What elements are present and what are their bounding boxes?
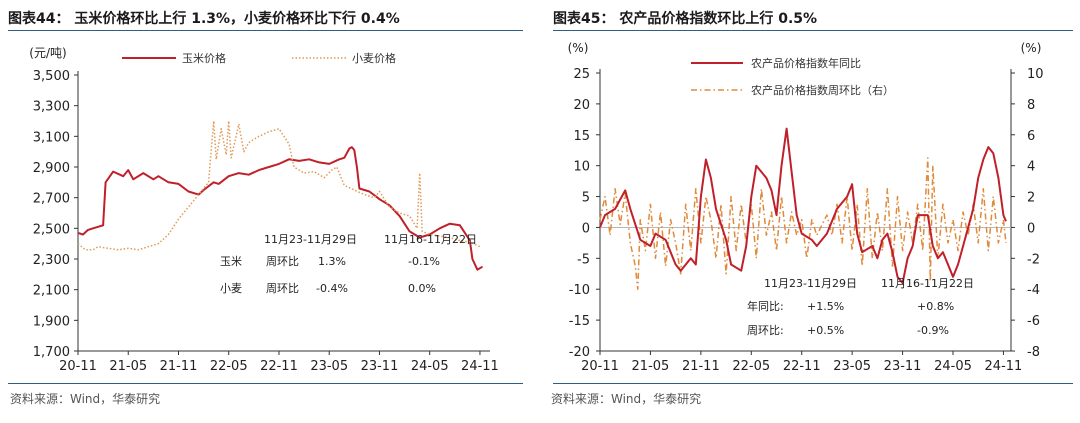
left-x-tick-label: 20-11 — [59, 359, 97, 374]
left-y-tick-label: 1,900 — [33, 314, 70, 329]
right-right-y-tick-label: 0 — [1027, 221, 1035, 236]
right-right-y-unit-label: (%) — [1021, 41, 1042, 55]
left-x-tick-label: 24-05 — [411, 359, 449, 374]
left-row-wheat-a: -0.4% — [316, 282, 348, 295]
right-x-tick-label: 23-05 — [833, 359, 871, 374]
left-x-tick-label: 23-11 — [361, 359, 399, 374]
right-x-tick-label: 20-11 — [581, 359, 619, 374]
wheat-price-line — [77, 120, 481, 251]
ag-index-yoy-line — [599, 127, 1007, 284]
right-x-tick-label: 22-11 — [783, 359, 821, 374]
left-row-corn-name: 玉米 — [220, 255, 242, 268]
right-row-yoy-b: +0.8% — [917, 300, 954, 313]
left-source: 资料来源：Wind，华泰研究 — [10, 392, 161, 406]
left-x-tick-label: 23-05 — [310, 359, 348, 374]
left-x-tick-label: 24-11 — [461, 359, 499, 374]
right-left-y-unit-label: (%) — [568, 41, 589, 55]
corn-price-line — [77, 146, 484, 271]
legend-wow-label: 农产品价格指数周环比（右） — [751, 83, 894, 97]
right-right-y-tick-label: 6 — [1027, 129, 1035, 144]
right-row-wow-a: +0.5% — [807, 324, 844, 337]
left-y-tick-label: 2,500 — [33, 222, 70, 237]
right-table-header-a: 11月23-11月29日 — [764, 277, 857, 290]
right-left-y-tick-label: -5 — [577, 252, 590, 267]
left-chart-title: 图表44： 玉米价格环比上行 1.3%，小麦价格环比下行 0.4% — [8, 11, 400, 27]
left-row-corn-b: -0.1% — [408, 255, 440, 268]
left-row-wheat-b: 0.0% — [408, 282, 436, 295]
right-right-y-tick-label: -4 — [1027, 283, 1040, 298]
left-y-tick-label: 2,100 — [33, 284, 70, 299]
legend-wheat-label: 小麦价格 — [352, 51, 396, 65]
right-left-y-tick-label: -15 — [569, 314, 590, 329]
right-source: 资料来源：Wind，华泰研究 — [551, 392, 702, 406]
right-left-y-tick-label: 0 — [582, 221, 590, 236]
left-y-tick-label: 3,500 — [33, 69, 70, 84]
right-row-yoy-metric: 年同比: — [747, 299, 784, 313]
left-row-wheat-name: 小麦 — [220, 282, 242, 295]
right-chart-panel: 图表45： 农产品价格指数环比上行 0.5% (%) (%) 25 20 15 10 5 0-… — [545, 0, 1080, 423]
right-left-y-tick-label: 20 — [573, 98, 590, 113]
right-right-y-tick-label: -6 — [1027, 314, 1040, 329]
left-y-unit-label: (元/吨) — [29, 46, 66, 60]
left-table-header-a: 11月23-11月29日 — [264, 233, 357, 246]
right-title-rule — [553, 30, 1073, 31]
right-right-y-tick-label: 4 — [1027, 160, 1035, 175]
left-y-tick-label: 2,300 — [33, 253, 70, 268]
left-row-corn-metric: 周环比 — [266, 255, 299, 268]
right-x-tick-label: 22-05 — [732, 359, 770, 374]
right-left-y-tick-label: -20 — [569, 345, 590, 360]
left-row-corn-a: 1.3% — [318, 255, 346, 268]
left-bottom-rule — [8, 383, 523, 384]
left-y-tick-label: 1,700 — [33, 345, 70, 360]
right-chart-title: 图表45： 农产品价格指数环比上行 0.5% — [553, 11, 818, 27]
right-row-wow-b: -0.9% — [917, 324, 949, 337]
right-x-tick-label: 21-11 — [682, 359, 720, 374]
left-chart-svg: (元/吨) 3,500 3,300 3,100 2,900 2,700 2,500 2,300… — [29, 46, 499, 374]
left-x-tick-label: 22-05 — [210, 359, 248, 374]
right-right-y-tick-label: -2 — [1027, 252, 1040, 267]
right-x-tick-label: 24-11 — [985, 359, 1023, 374]
left-y-tick-label: 3,100 — [33, 130, 70, 145]
legend-corn-label: 玉米价格 — [182, 51, 226, 65]
right-left-y-tick-label: 10 — [573, 160, 590, 175]
left-row-wheat-metric: 周环比 — [266, 282, 299, 295]
ag-index-wow-line — [599, 157, 1007, 290]
right-table-header-b: 11月16-11月22日 — [881, 277, 974, 290]
right-row-yoy-a: +1.5% — [807, 300, 844, 313]
right-x-tick-label: 24-05 — [934, 359, 972, 374]
right-right-y-tick-label: -8 — [1027, 345, 1040, 360]
left-y-tick-label: 2,900 — [33, 161, 70, 176]
right-left-y-tick-label: 25 — [573, 67, 590, 82]
right-row-wow-metric: 周环比: — [747, 324, 784, 337]
right-x-tick-label: 21-05 — [632, 359, 670, 374]
right-left-y-tick-label: -10 — [569, 283, 590, 298]
right-x-tick-label: 23-11 — [884, 359, 922, 374]
left-x-tick-label: 21-05 — [109, 359, 147, 374]
right-chart-svg: (%) (%)2520151050-5-10-15-201086420-2-4-6… — [568, 41, 1044, 374]
left-x-tick-label: 22-11 — [260, 359, 298, 374]
left-title-rule — [8, 30, 523, 31]
legend-yoy-label: 农产品价格指数年同比 — [751, 56, 861, 70]
right-right-y-tick-label: 10 — [1027, 67, 1044, 82]
right-left-y-tick-label: 15 — [573, 129, 590, 144]
left-y-tick-label: 3,300 — [33, 100, 70, 115]
left-x-tick-label: 21-11 — [160, 359, 198, 374]
right-bottom-rule — [553, 383, 1073, 384]
left-y-tick-label: 2,700 — [33, 192, 70, 207]
right-right-y-tick-label: 2 — [1027, 191, 1035, 206]
left-chart-panel: 图表44： 玉米价格环比上行 1.3%，小麦价格环比下行 0.4% (元/吨) 3… — [0, 0, 530, 423]
right-left-y-tick-label: 5 — [582, 191, 590, 206]
right-right-y-tick-label: 8 — [1027, 98, 1035, 113]
left-table-header-b: 11月16-11月22日 — [384, 233, 477, 246]
